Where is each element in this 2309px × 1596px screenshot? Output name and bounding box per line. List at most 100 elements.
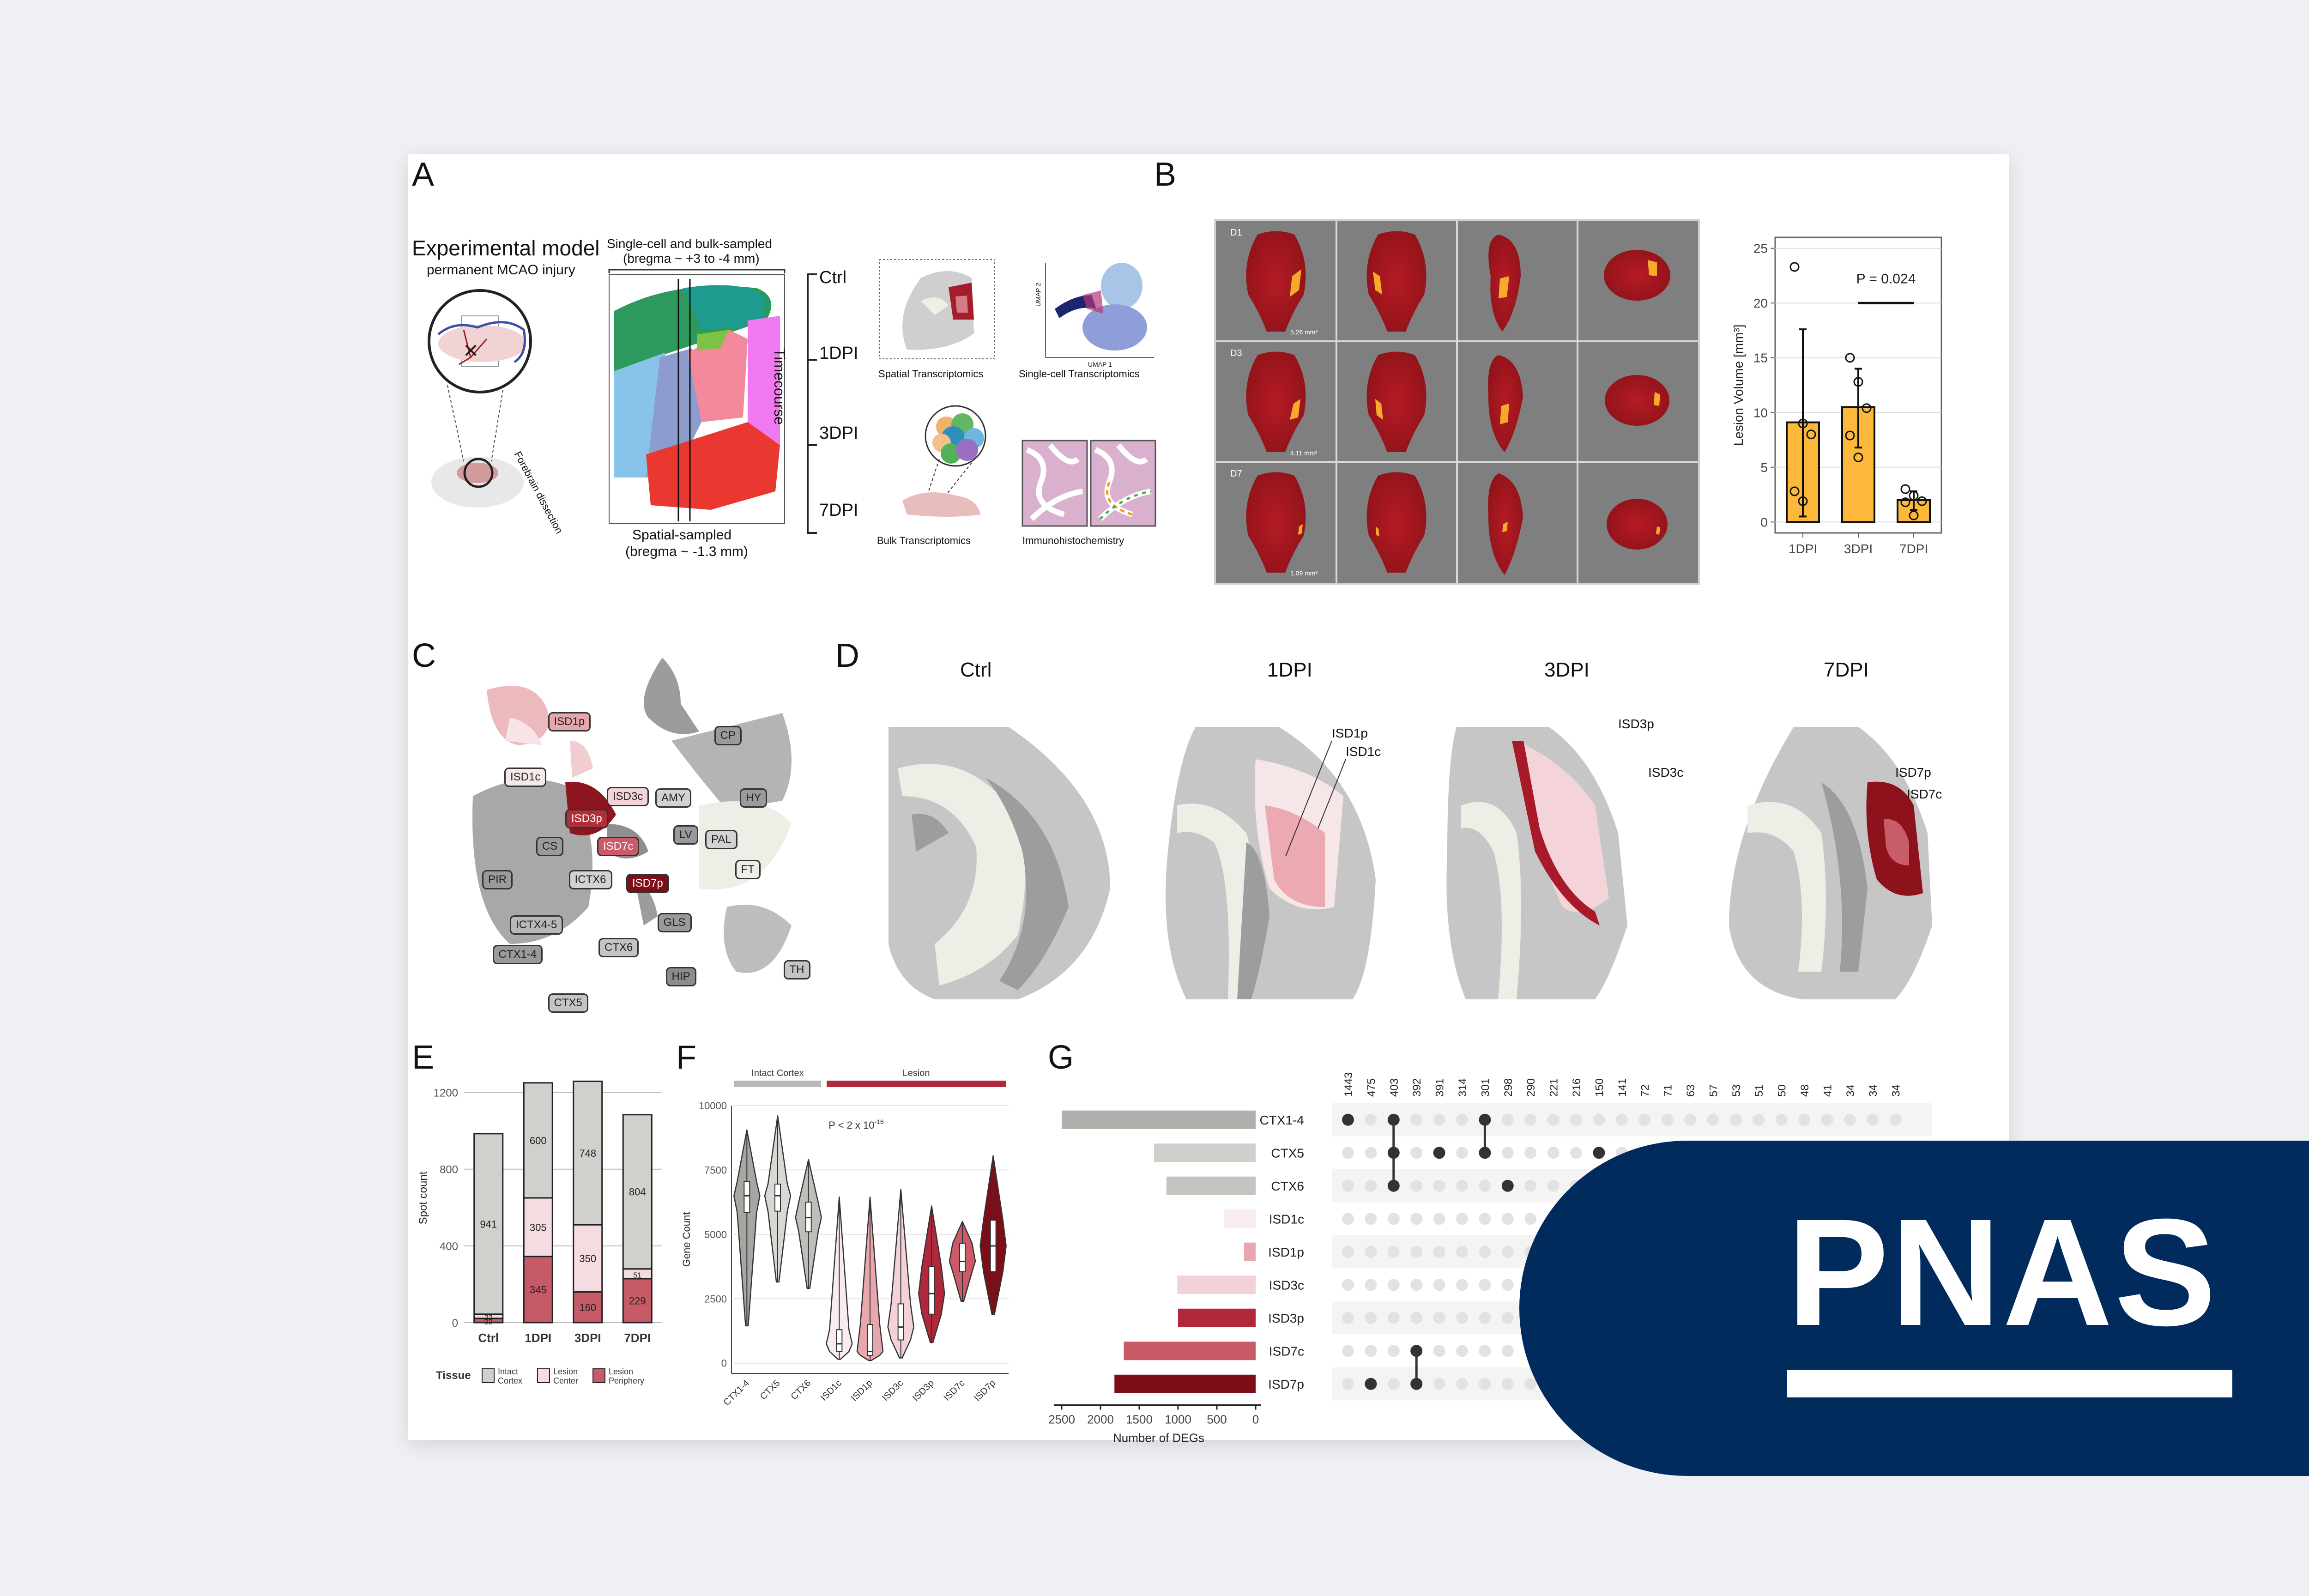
cluster-tag: HIP — [665, 967, 696, 986]
panel-label-g: G — [1048, 1039, 1074, 1076]
svg-text:22: 22 — [484, 1318, 493, 1326]
svg-text:Lesion: Lesion — [609, 1367, 633, 1376]
svg-text:298: 298 — [1502, 1078, 1515, 1097]
svg-text:7DPI: 7DPI — [624, 1331, 651, 1345]
svg-text:ISD1c: ISD1c — [819, 1378, 844, 1403]
annotation-isd7p: ISD7p — [1895, 765, 1931, 780]
timecourse-bracket — [807, 273, 817, 534]
section-title-1dpi: 1DPI — [1267, 659, 1312, 681]
method-ihc: Immunohistochemistry — [1022, 535, 1124, 546]
svg-text:CTX6: CTX6 — [789, 1378, 813, 1402]
cluster-tag: PAL — [705, 830, 737, 849]
svg-text:350: 350 — [579, 1253, 596, 1264]
svg-text:50: 50 — [1776, 1084, 1789, 1097]
svg-text:53: 53 — [1730, 1084, 1743, 1097]
svg-text:Spot count: Spot count — [417, 1171, 429, 1224]
sampling-top-range: (bregma ~ +3 to -4 mm) — [623, 251, 760, 266]
svg-text:ISD3c: ISD3c — [880, 1378, 905, 1403]
lesion-volume-chart: 0 5 10 15 20 25 Lesion Volume [mm³] 1DPI 3DPI 7DP… — [1731, 236, 1942, 556]
svg-text:941: 941 — [480, 1218, 497, 1230]
section-title-ctrl: Ctrl — [960, 659, 992, 681]
cluster-tag: ISD3c — [607, 787, 649, 806]
svg-text:5: 5 — [1760, 460, 1768, 475]
svg-text:3DPI: 3DPI — [574, 1331, 601, 1345]
gene-count-violin-chart: 0 2500 5000 7500 10000 Gene Count Intact Corte… — [681, 1068, 1009, 1408]
pnas-logo-underline — [1787, 1370, 2232, 1397]
svg-text:391: 391 — [1434, 1078, 1446, 1097]
panel-label-c: C — [412, 637, 436, 674]
svg-text:150: 150 — [1593, 1078, 1606, 1097]
svg-text:57: 57 — [1707, 1084, 1720, 1097]
cluster-tag: ICTX4-5 — [510, 915, 563, 935]
figure-card: A Experimental model permanent MCAO inju… — [408, 154, 2009, 1445]
svg-text:ISD1p: ISD1p — [1268, 1245, 1304, 1259]
experimental-model-subtitle: permanent MCAO injury — [427, 262, 575, 278]
svg-text:3DPI: 3DPI — [1844, 542, 1873, 556]
svg-text:P = 0.024: P = 0.024 — [1856, 272, 1916, 287]
spatial-section-ctrl — [889, 727, 1110, 999]
cluster-tag: ICTX6 — [568, 870, 612, 889]
svg-text:34: 34 — [1890, 1084, 1903, 1097]
cluster-tag: PIR — [482, 870, 513, 889]
cluster-tag: CTX6 — [598, 938, 639, 957]
timepoint-1dpi: 1DPI — [819, 344, 858, 363]
cluster-tag: ISD3p — [565, 809, 608, 828]
svg-text:0: 0 — [1760, 515, 1768, 529]
svg-text:0: 0 — [721, 1358, 727, 1369]
svg-text:392: 392 — [1411, 1078, 1423, 1097]
umap-cluster-labels: CP ISD1p ISD1c ISD3c AMY HY ISD3p LV PAL CS ISD7c F… — [441, 648, 810, 1018]
pnas-logo-text: PNAS — [1787, 1187, 2218, 1357]
sampling-bottom-range: (bregma ~ -1.3 mm) — [625, 544, 748, 559]
svg-text:63: 63 — [1685, 1084, 1697, 1097]
svg-text:7DPI: 7DPI — [1899, 542, 1928, 556]
svg-text:✕: ✕ — [463, 340, 479, 362]
svg-text:500: 500 — [1207, 1413, 1227, 1427]
svg-text:10: 10 — [1753, 405, 1768, 420]
panel-label-e: E — [412, 1039, 435, 1076]
svg-text:Center: Center — [553, 1376, 578, 1385]
svg-text:CTX5: CTX5 — [758, 1378, 782, 1402]
timepoint-ctrl: Ctrl — [819, 268, 847, 287]
panel-label-b: B — [1154, 156, 1177, 193]
svg-text:Intact: Intact — [498, 1367, 518, 1376]
spatial-section-3dpi — [1446, 727, 1627, 999]
svg-text:748: 748 — [579, 1148, 596, 1159]
svg-text:2000: 2000 — [1087, 1413, 1114, 1427]
svg-text:CTX6: CTX6 — [1271, 1179, 1304, 1193]
mri-brain-renders — [1216, 221, 1698, 583]
svg-text:41: 41 — [1821, 1084, 1834, 1097]
svg-text:Lesion: Lesion — [903, 1068, 930, 1078]
svg-text:400: 400 — [440, 1240, 458, 1253]
svg-text:20: 20 — [1753, 296, 1768, 310]
spatial-transcriptomics-thumb — [879, 259, 995, 359]
svg-text:314: 314 — [1457, 1078, 1469, 1097]
svg-text:22: 22 — [484, 1314, 493, 1322]
svg-text:ISD7p: ISD7p — [1268, 1377, 1304, 1391]
svg-text:5000: 5000 — [704, 1229, 727, 1240]
method-bulk: Bulk Transcriptomics — [877, 535, 971, 546]
svg-text:1200: 1200 — [434, 1087, 458, 1100]
svg-text:CTX1-4: CTX1-4 — [722, 1378, 751, 1408]
bulk-transcriptomics-thumb — [902, 405, 986, 517]
umap-x-label: UMAP 1 — [1088, 361, 1112, 368]
svg-text:221: 221 — [1548, 1078, 1560, 1097]
svg-text:15: 15 — [1753, 351, 1768, 365]
svg-text:229: 229 — [629, 1295, 646, 1306]
svg-text:800: 800 — [440, 1164, 458, 1176]
annotation-isd3p: ISD3p — [1618, 717, 1654, 731]
svg-text:1DPI: 1DPI — [1789, 542, 1817, 556]
svg-text:0: 0 — [1252, 1413, 1259, 1427]
cluster-tag: AMY — [655, 788, 692, 808]
mri-volume-d3: 4.11 mm³ — [1290, 449, 1318, 457]
cluster-tag: HY — [740, 788, 768, 808]
svg-text:72: 72 — [1639, 1084, 1651, 1097]
cluster-tag: LV — [673, 825, 698, 845]
spatial-section-1dpi — [1166, 727, 1376, 999]
svg-text:34: 34 — [1844, 1084, 1857, 1097]
svg-text:Ctrl: Ctrl — [478, 1331, 499, 1345]
single-cell-umap-thumb — [1045, 263, 1154, 358]
cluster-tag: GLS — [657, 913, 692, 932]
svg-text:1443: 1443 — [1342, 1072, 1355, 1097]
svg-text:Number of DEGs: Number of DEGs — [1113, 1431, 1204, 1445]
svg-text:ISD3p: ISD3p — [1268, 1311, 1304, 1325]
